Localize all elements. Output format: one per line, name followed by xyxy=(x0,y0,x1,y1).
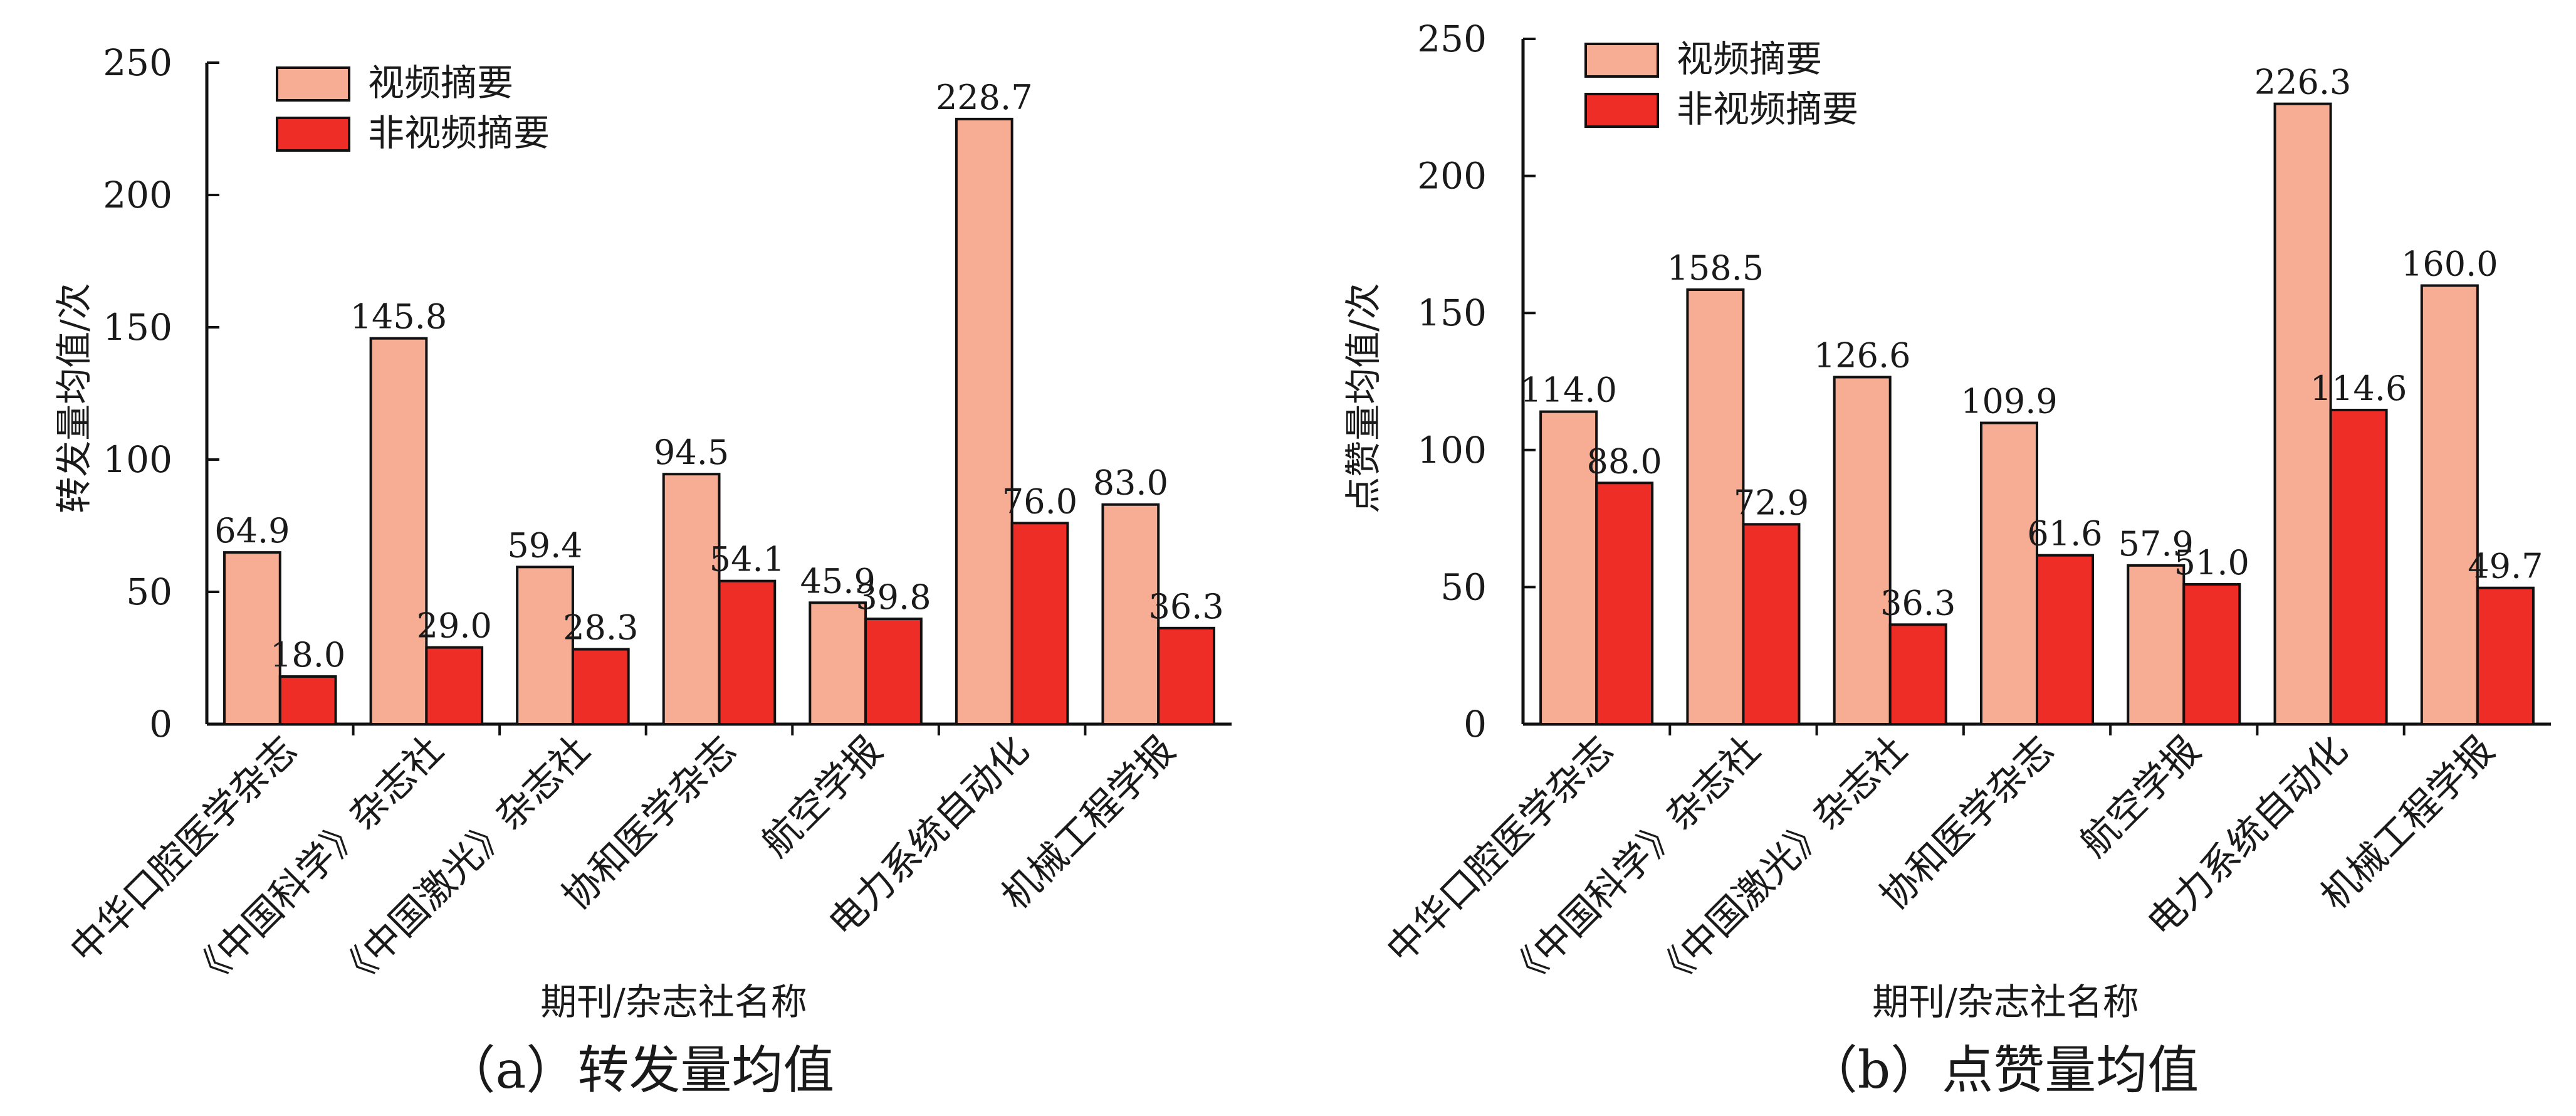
chart-a-bar-video xyxy=(223,551,281,725)
chart-b-data-label: 36.3 xyxy=(1880,583,1956,623)
chart-b-data-label: 72.9 xyxy=(1734,483,1809,522)
chart-a-caption: （a）转发量均值 xyxy=(444,1041,835,1100)
chart-b-bar-video xyxy=(1539,410,1598,725)
chart-b-data-label: 88.0 xyxy=(1587,441,1662,481)
chart-b-y-tick-label: 50 xyxy=(1440,566,1487,608)
chart-a-category-label: 《中国激光》杂志社 xyxy=(328,728,598,998)
chart-b-bar-video xyxy=(1833,376,1892,725)
chart-b-y-tick-label: 200 xyxy=(1417,155,1487,197)
chart-a-data-label: 76.0 xyxy=(1002,482,1077,521)
chart-b-category-label: 《中国激光》杂志社 xyxy=(1645,728,1915,998)
chart-b-y-axis-title: 点赞量均值/次 xyxy=(1342,283,1385,513)
chart-b-data-label: 49.7 xyxy=(2468,547,2543,586)
chart-a-bar-non-video xyxy=(718,579,777,725)
chart-b-y-tick-label: 0 xyxy=(1463,703,1487,745)
chart-b-legend-swatch-non-video xyxy=(1584,93,1659,128)
chart-a-bar-non-video xyxy=(1157,626,1215,726)
chart-b-bar-non-video xyxy=(1888,623,1947,725)
chart-a-y-tick-label: 200 xyxy=(103,174,172,216)
chart-a-data-label: 29.0 xyxy=(417,606,492,646)
chart-a-data-label: 59.4 xyxy=(507,525,582,565)
chart-a-bar-video xyxy=(662,473,721,726)
chart-panel-b: （b）点赞量均值 期刊/杂志社名称 点赞量均值/次 0 50 100 150 200 25… xyxy=(1342,18,2551,1100)
chart-b-y-tick-label: 100 xyxy=(1417,429,1487,471)
chart-b-bar-non-video xyxy=(1742,523,1801,725)
chart-a-legend-label: 非视频摘要 xyxy=(368,112,550,154)
chart-a-data-label: 18.0 xyxy=(270,635,345,675)
chart-b-legend-label: 非视频摘要 xyxy=(1677,88,1858,130)
chart-a-legend-swatch-non-video xyxy=(276,117,350,152)
chart-b-bar-video xyxy=(1979,421,2039,725)
chart-a-bar-video xyxy=(1101,503,1160,725)
chart-b-data-label: 61.6 xyxy=(2027,514,2102,554)
chart-a-y-tick-label: 100 xyxy=(103,438,172,481)
chart-a-data-label: 39.8 xyxy=(856,577,931,617)
chart-a-y-tick-label: 150 xyxy=(103,306,172,349)
chart-a-data-label: 145.8 xyxy=(350,297,448,337)
chart-b-bar-video xyxy=(2420,284,2479,726)
chart-b-bar-non-video xyxy=(2036,554,2095,725)
chart-b-y-tick-label: 250 xyxy=(1417,18,1487,60)
chart-a-bar-non-video xyxy=(864,618,923,725)
chart-a-data-label: 28.3 xyxy=(563,608,638,648)
chart-b-x-axis-title: 期刊/杂志社名称 xyxy=(1872,981,2139,1023)
chart-a-bar-video xyxy=(369,337,428,725)
chart-b-data-label: 158.5 xyxy=(1667,248,1764,288)
chart-a-category-label: 《中国科学》杂志社 xyxy=(182,728,452,998)
chart-b-data-label: 126.6 xyxy=(1814,336,1911,376)
chart-b-bar-video xyxy=(2273,102,2332,725)
chart-a-data-label: 45.9 xyxy=(800,561,876,601)
chart-a-data-label: 83.0 xyxy=(1093,463,1168,503)
chart-b-bar-non-video xyxy=(2329,408,2388,725)
chart-a-bar-video xyxy=(809,601,867,725)
chart-a-y-axis-title: 转发量均值/次 xyxy=(53,283,95,513)
chart-b-data-label: 114.6 xyxy=(2310,369,2407,408)
chart-a-bar-non-video xyxy=(1010,522,1069,726)
chart-b-bar-non-video xyxy=(2182,583,2241,726)
chart-b-category-label: 航空学报 xyxy=(2072,728,2209,865)
chart-a-category-label: 航空学报 xyxy=(753,728,891,865)
chart-a-legend-label: 视频摘要 xyxy=(368,61,513,104)
chart-b-bar-non-video xyxy=(1595,482,1654,725)
chart-a-bar-video xyxy=(955,117,1013,726)
chart-b-bar-non-video xyxy=(2476,586,2535,726)
chart-b-data-label: 57.9 xyxy=(2118,524,2194,564)
chart-b-data-label: 226.3 xyxy=(2254,63,2352,102)
chart-b-bar-video xyxy=(2127,564,2186,725)
chart-b-y-tick-label: 150 xyxy=(1417,292,1487,334)
chart-a-data-label: 64.9 xyxy=(214,511,290,550)
chart-a-y-tick-label: 0 xyxy=(149,703,172,745)
chart-b-legend-swatch-video xyxy=(1584,43,1659,78)
chart-a-bar-non-video xyxy=(425,646,484,725)
chart-b-data-label: 114.0 xyxy=(1520,371,1617,410)
chart-a-y-tick-label: 50 xyxy=(126,571,172,613)
chart-a-data-label: 36.3 xyxy=(1148,587,1223,626)
chart-a-y-tick-label: 250 xyxy=(103,41,172,84)
chart-a-bar-non-video xyxy=(278,675,337,726)
chart-b-caption: （b）点赞量均值 xyxy=(1806,1041,2199,1100)
chart-b-data-label: 51.0 xyxy=(2174,543,2249,582)
chart-a-legend-swatch-video xyxy=(276,66,350,102)
chart-a-data-label: 94.5 xyxy=(654,433,729,472)
chart-b-bar-video xyxy=(1686,288,1745,725)
chart-a-bar-non-video xyxy=(571,648,630,725)
chart-b-data-label: 160.0 xyxy=(2401,244,2498,283)
chart-a-x-axis-title: 期刊/杂志社名称 xyxy=(540,981,807,1023)
chart-a-bar-video xyxy=(516,566,574,725)
chart-panel-a: （a）转发量均值 期刊/杂志社名称 转发量均值/次 0 50 100 150 200 25… xyxy=(53,41,1232,1100)
chart-a-data-label: 228.7 xyxy=(936,78,1033,117)
chart-b-category-label: 《中国科学》杂志社 xyxy=(1499,728,1769,998)
chart-b-data-label: 109.9 xyxy=(1961,382,2058,421)
chart-a-data-label: 54.1 xyxy=(709,540,785,579)
chart-b-legend-label: 视频摘要 xyxy=(1677,38,1822,80)
